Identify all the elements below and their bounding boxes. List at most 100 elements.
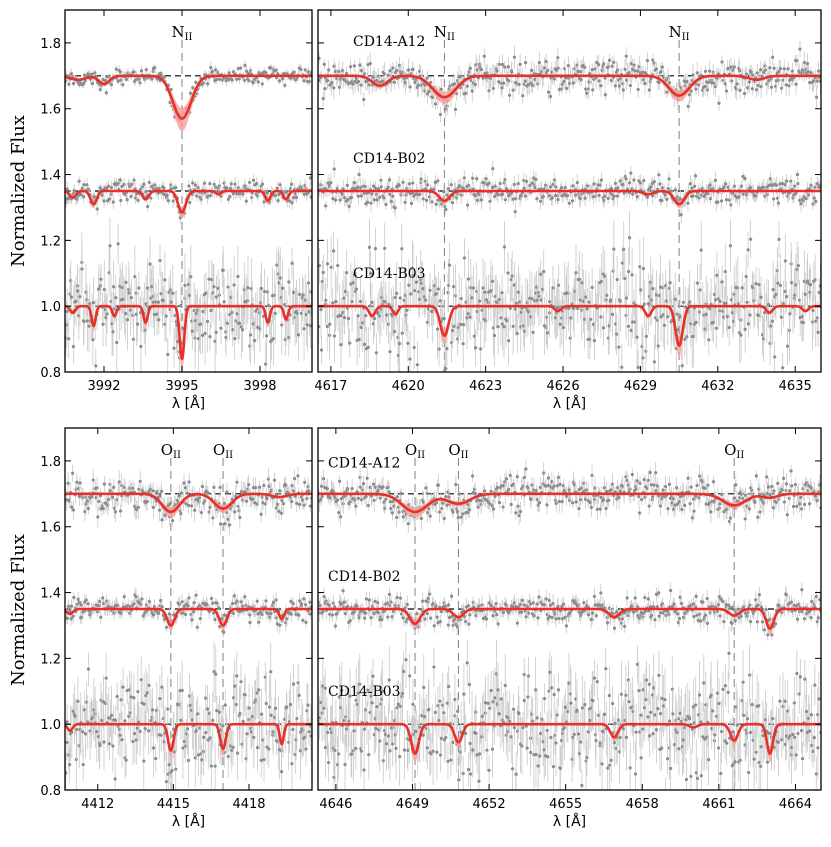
data-point — [305, 323, 309, 327]
data-point — [666, 315, 670, 319]
data-point — [444, 207, 448, 211]
data-point — [492, 333, 497, 338]
data-point — [129, 296, 133, 300]
data-point — [530, 68, 534, 72]
data-point — [551, 286, 555, 290]
data-point — [65, 616, 69, 620]
data-points-cd14-b03 — [65, 217, 312, 372]
data-point — [533, 77, 537, 81]
data-point — [160, 518, 164, 522]
data-point — [218, 77, 222, 81]
data-point — [71, 471, 75, 475]
data-point — [102, 287, 106, 292]
data-point — [552, 77, 556, 81]
data-point — [472, 334, 476, 338]
data-point — [689, 322, 693, 326]
data-point — [794, 82, 798, 86]
data-point — [468, 315, 472, 319]
data-point — [418, 192, 422, 196]
data-point — [82, 81, 86, 86]
data-point — [772, 66, 776, 70]
data-point — [182, 481, 186, 485]
data-point — [92, 195, 97, 199]
data-point — [276, 199, 280, 203]
data-point — [273, 311, 277, 315]
data-point — [754, 282, 758, 286]
data-point — [475, 289, 479, 294]
data-point — [571, 184, 575, 188]
data-point — [774, 183, 779, 187]
data-point — [142, 182, 146, 186]
data-point — [145, 499, 149, 504]
data-point — [592, 77, 596, 81]
data-point — [112, 285, 116, 289]
data-point — [278, 489, 282, 493]
data-point — [262, 483, 266, 488]
data-point — [808, 283, 813, 287]
data-point — [445, 347, 449, 351]
data-point — [72, 190, 77, 194]
data-point — [215, 77, 219, 82]
data-point — [624, 177, 628, 181]
data-point — [810, 320, 815, 324]
data-point — [621, 88, 625, 92]
data-point — [635, 195, 639, 199]
data-point — [277, 79, 282, 83]
y-axis-title-top: Normalized Flux — [8, 115, 29, 267]
data-point — [388, 192, 392, 196]
data-point — [776, 201, 781, 205]
data-point — [200, 333, 205, 338]
data-point — [105, 312, 109, 316]
data-point — [664, 78, 668, 82]
data-point — [391, 194, 395, 198]
data-points-cd14-a12 — [65, 464, 312, 535]
data-point — [152, 187, 156, 191]
data-point — [563, 185, 567, 190]
data-point — [69, 617, 73, 621]
data-point — [340, 192, 344, 196]
data-point — [306, 281, 310, 285]
data-point — [298, 185, 303, 189]
data-point — [169, 300, 173, 304]
data-point — [556, 66, 560, 70]
data-point — [766, 302, 771, 307]
data-point — [78, 295, 82, 299]
data-point — [443, 107, 447, 111]
data-point — [105, 599, 109, 603]
data-point — [102, 482, 106, 486]
data-point — [122, 595, 126, 599]
data-point — [575, 181, 579, 185]
data-point — [406, 341, 410, 345]
data-point — [803, 292, 807, 296]
data-point — [363, 184, 367, 188]
data-point — [691, 194, 695, 198]
data-point — [120, 184, 124, 188]
data-point — [363, 72, 367, 76]
data-point — [505, 319, 509, 323]
data-point — [160, 74, 164, 78]
data-point — [214, 295, 218, 299]
data-point — [479, 347, 483, 351]
data-point — [157, 508, 162, 512]
data-point — [539, 272, 543, 276]
data-point — [467, 183, 471, 187]
data-point — [779, 86, 784, 90]
data-point — [502, 325, 506, 329]
data-point — [586, 87, 591, 91]
data-point — [524, 179, 529, 183]
data-point — [254, 486, 258, 490]
data-point — [515, 331, 519, 336]
data-point — [359, 194, 364, 198]
data-point — [378, 195, 382, 199]
data-point — [665, 90, 669, 94]
data-point — [98, 186, 102, 190]
data-point — [556, 56, 560, 60]
data-point — [814, 199, 818, 204]
data-point — [737, 331, 742, 335]
data-point — [749, 237, 753, 241]
data-point — [291, 489, 296, 493]
x-tick-label: 3992 — [87, 379, 120, 394]
data-point — [371, 184, 376, 188]
data-point — [490, 279, 495, 283]
